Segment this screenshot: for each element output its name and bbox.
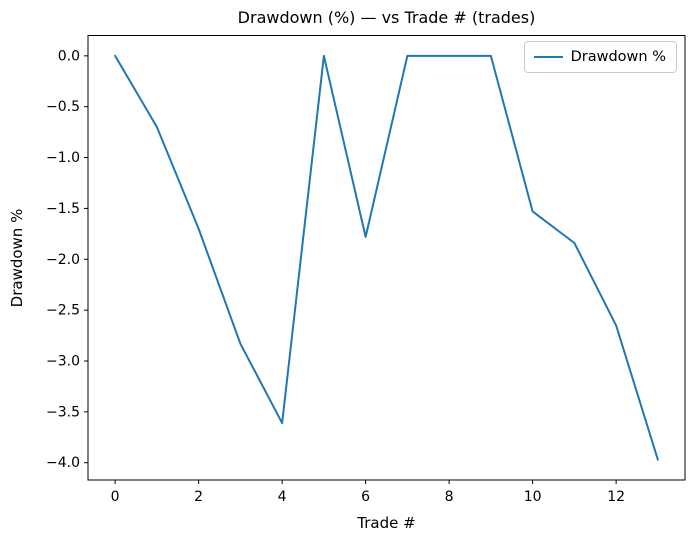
y-tick-label: −3.0 [46, 353, 80, 369]
x-tick-label: 6 [361, 489, 370, 505]
y-tick-label: −3.5 [46, 404, 80, 420]
chart-title: Drawdown (%) — vs Trade # (trades) [237, 8, 536, 27]
y-tick-label: −0.5 [46, 99, 80, 115]
y-tick-label: −2.5 [46, 303, 80, 319]
y-tick-label: −2.0 [46, 252, 80, 268]
x-tick-label: 2 [194, 489, 203, 505]
x-axis-label: Trade # [357, 514, 416, 532]
x-tick-label: 0 [111, 489, 120, 505]
x-tick-label: 10 [524, 489, 542, 505]
legend-line-sample-icon [533, 56, 563, 58]
x-tick-label: 4 [278, 489, 287, 505]
series-line [114, 54, 659, 461]
axes-frame [87, 35, 686, 481]
y-tick-label: −1.5 [46, 201, 80, 217]
legend-entry-label: Drawdown % [570, 49, 666, 65]
x-tick-label: 8 [445, 489, 454, 505]
legend: Drawdown % [523, 41, 677, 73]
y-tick-label: −1.0 [46, 150, 80, 166]
y-tick-label: 0.0 [58, 48, 80, 64]
y-tick-label: −4.0 [46, 455, 80, 471]
x-tick-label: 12 [607, 489, 625, 505]
y-axis-label: Drawdown % [8, 208, 26, 308]
